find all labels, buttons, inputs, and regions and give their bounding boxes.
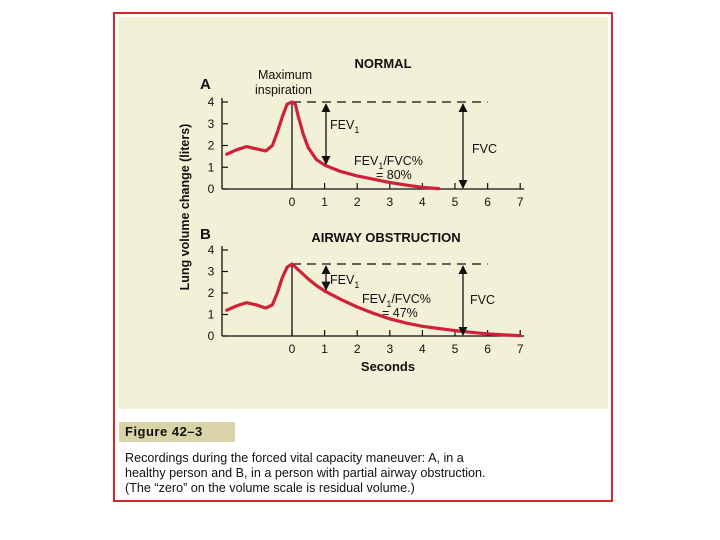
caption-line: Recordings during the forced vital capac… (125, 451, 464, 465)
x-tick-label: 1 (321, 342, 328, 356)
ratio-label: FEV1/FVC% (362, 292, 431, 309)
x-tick-label: 2 (354, 342, 361, 356)
panel-letter: A (200, 76, 211, 93)
fev1-label: FEV1 (330, 273, 359, 290)
max-inspiration-label: Maximum (258, 68, 312, 82)
y-tick-label: 1 (208, 160, 215, 174)
y-tick-label: 0 (208, 329, 215, 343)
x-tick-label: 6 (484, 342, 491, 356)
y-tick-label: 3 (208, 117, 215, 131)
figure-label: Figure 42–3 (119, 422, 235, 442)
x-tick-label: 0 (289, 342, 296, 356)
caption-line: (The “zero” on the volume scale is resid… (125, 481, 415, 495)
x-tick-label: 7 (517, 342, 524, 356)
figure-panel: Lung volume change (liters) Seconds A NOR… (118, 17, 608, 409)
panel-a: A NORMAL 0 1 2 3 4 0 1 2 3 4 5 6 7 FEV1 FEV1/FVC%= 80% FV… (200, 56, 525, 209)
y-axis-label: Lung volume change (liters) (178, 124, 192, 291)
volume-curve (225, 100, 441, 191)
x-tick-label: 7 (517, 195, 524, 209)
x-axis-label: Seconds (361, 359, 415, 374)
volume-curve (225, 262, 522, 338)
y-tick-label: 3 (208, 265, 215, 279)
figure-caption: Recordings during the forced vital capac… (125, 451, 615, 496)
panel-title: NORMAL (354, 56, 411, 71)
panel-b: B AIRWAY OBSTRUCTION 0 1 2 3 4 0 1 2 3 4 5 6 7 FEV1FEV1… (200, 226, 525, 356)
fvc-label: FVC (470, 293, 495, 307)
x-tick-label: 5 (452, 342, 459, 356)
y-tick-label: 4 (208, 243, 215, 257)
x-tick-label: 0 (289, 195, 296, 209)
x-tick-label: 6 (484, 195, 491, 209)
x-tick-label: 4 (419, 195, 426, 209)
fvc-label: FVC (472, 142, 497, 156)
panel-title: AIRWAY OBSTRUCTION (311, 230, 460, 245)
x-tick-label: 1 (321, 195, 328, 209)
y-tick-label: 2 (208, 286, 215, 300)
fev1-label: FEV1 (330, 118, 359, 135)
y-tick-label: 0 (208, 182, 215, 196)
panel-letter: B (200, 226, 211, 243)
x-tick-label: 3 (386, 342, 393, 356)
figure-frame: Lung volume change (liters) Seconds A NOR… (113, 12, 613, 502)
spirometry-figure: Lung volume change (liters) Seconds A NOR… (178, 56, 525, 374)
x-tick-label: 5 (452, 195, 459, 209)
max-inspiration-label: inspiration (255, 83, 312, 97)
ratio-value: = 80% (376, 168, 412, 182)
x-tick-label: 4 (419, 342, 426, 356)
y-tick-label: 4 (208, 95, 215, 109)
ratio-label: FEV1/FVC% (354, 154, 423, 171)
caption-line: healthy person and B, in a person with p… (125, 466, 486, 480)
y-tick-label: 2 (208, 139, 215, 153)
y-tick-label: 1 (208, 308, 215, 322)
x-tick-label: 3 (386, 195, 393, 209)
x-tick-label: 2 (354, 195, 361, 209)
ratio-value: = 47% (382, 306, 418, 320)
